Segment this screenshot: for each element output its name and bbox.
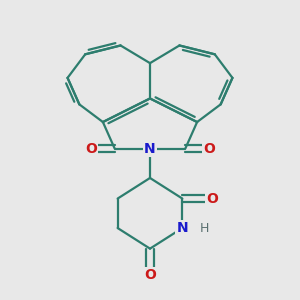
Text: H: H xyxy=(200,221,209,235)
Text: O: O xyxy=(144,268,156,282)
Text: O: O xyxy=(203,142,215,155)
Text: N: N xyxy=(177,221,188,235)
Text: O: O xyxy=(85,142,97,155)
Text: N: N xyxy=(144,142,156,155)
Text: O: O xyxy=(206,192,218,206)
